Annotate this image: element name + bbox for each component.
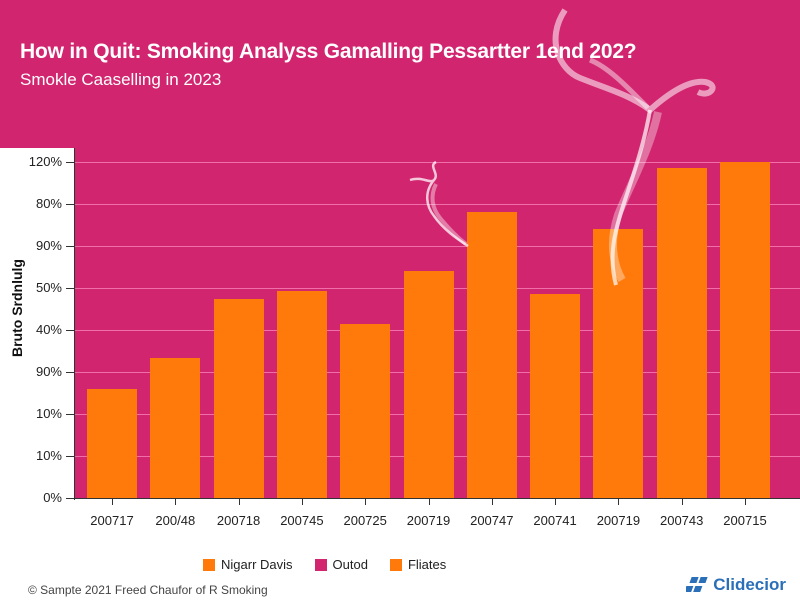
bar [530, 293, 581, 498]
x-axis-line [74, 498, 800, 499]
y-tick-label: 120% [28, 154, 62, 169]
legend-label: Nigarr Davis [221, 557, 293, 572]
y-tick-mark [66, 456, 74, 457]
chart-title: How in Quit: Smoking Analyss Gamalling P… [20, 40, 637, 63]
x-tick-mark [745, 498, 746, 505]
footer-copyright: © Sampte 2021 Freed Chaufor of R Smoking [28, 583, 268, 597]
bar [213, 299, 264, 498]
y-tick-mark [66, 372, 74, 373]
y-tick-label: 40% [35, 322, 62, 337]
x-tick-mark [301, 498, 303, 505]
bar [720, 162, 770, 498]
x-tick-mark [618, 498, 620, 505]
x-tick-label: 200747 [470, 513, 514, 528]
y-tick-mark [66, 498, 74, 499]
brand-name: Clidecior [713, 575, 786, 594]
legend-item-nigarr-davis: Nigarr Davis [203, 557, 293, 572]
x-tick-label: 200717 [90, 513, 134, 528]
x-tick-mark [175, 498, 177, 505]
x-tick-mark [238, 498, 240, 505]
brand-logo-icon [686, 577, 708, 592]
x-tick-mark [681, 498, 683, 505]
legend-item-fliates: Fliates [389, 557, 447, 572]
bar [466, 212, 517, 498]
x-tick-label: 200718 [216, 513, 261, 528]
x-tick-label: 200719 [406, 513, 451, 528]
y-tick-label: 0% [43, 490, 62, 505]
gridline [75, 162, 800, 163]
y-tick-label: 90% [35, 238, 62, 253]
y-tick-mark [66, 246, 74, 247]
y-tick-label: 10% [35, 406, 62, 421]
x-tick-mark [365, 498, 367, 505]
legend-label: Fliates [407, 557, 447, 572]
y-tick-label: 90% [35, 364, 62, 379]
x-tick-label: 200741 [533, 513, 577, 528]
legend-item-outod: Outod [314, 557, 368, 572]
magenta-square-swatch-icon [314, 558, 327, 571]
y-tick-mark [66, 162, 74, 163]
legend: Nigarr Davis Outod Fliates [203, 557, 446, 572]
x-tick-label: 200719 [596, 513, 641, 528]
brand-logo: Clidecior [686, 575, 786, 595]
y-tick-mark [66, 288, 74, 289]
y-tick-mark [66, 330, 74, 331]
bar [593, 229, 644, 498]
legend-label: Outod [332, 557, 368, 572]
bar [87, 388, 137, 498]
y-tick-label: 10% [35, 448, 62, 463]
bar [340, 324, 391, 498]
x-tick-label: 200715 [723, 513, 767, 528]
x-tick-mark [555, 498, 557, 505]
x-tick-mark [112, 498, 113, 505]
y-tick-label: 50% [35, 280, 62, 295]
x-tick-mark [428, 498, 430, 505]
bar [403, 271, 454, 498]
y-axis-title: Bruto Srdnlulg [9, 259, 25, 357]
x-tick-mark [491, 498, 493, 505]
orange-square-swatch-icon [203, 558, 215, 571]
bar [276, 290, 327, 498]
y-axis-line [74, 148, 75, 500]
y-tick-mark [66, 204, 74, 205]
y-tick-mark [66, 414, 74, 415]
x-tick-label: 200743 [659, 513, 704, 528]
x-tick-label: 200/48 [155, 513, 196, 528]
bar [656, 167, 707, 498]
orange-square-swatch-icon [389, 558, 402, 571]
x-tick-label: 200745 [280, 513, 324, 528]
chart-subtitle: Smokle Caaselling in 2023 [20, 70, 222, 89]
x-tick-label: 200725 [343, 513, 387, 528]
bar [150, 358, 201, 498]
y-tick-label: 80% [35, 196, 62, 211]
